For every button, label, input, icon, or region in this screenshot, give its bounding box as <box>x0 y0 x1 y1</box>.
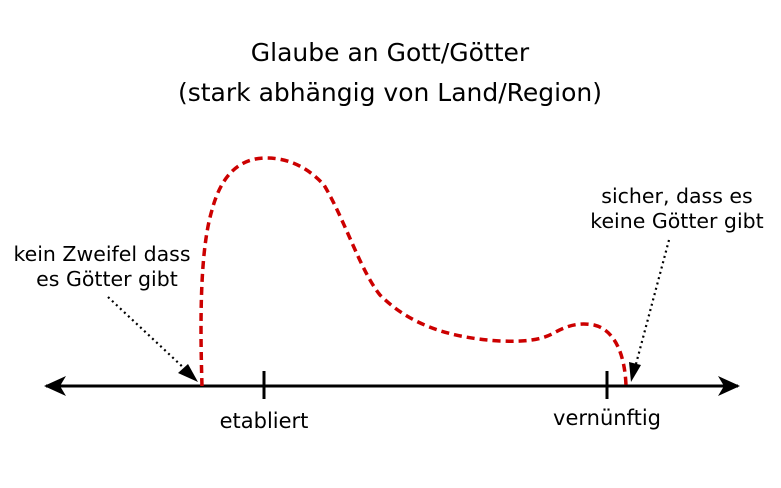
annotation-right-arrowhead-icon <box>629 362 641 382</box>
annotation-right-pointer <box>634 239 671 365</box>
tick-label-etabliert: etabliert <box>220 409 309 433</box>
annotation-left-line-1: kein Zweifel dass <box>13 242 190 266</box>
axis-arrow-left-icon <box>44 376 66 396</box>
belief-distribution-curve <box>199 156 628 387</box>
annotation-right-line-1: sicher, dass es <box>601 184 752 208</box>
annotation-left-arrowhead-icon <box>178 364 198 382</box>
annotation-left-pointer <box>107 296 187 371</box>
axis-arrow-right-icon <box>718 376 740 396</box>
title-line-1: Glaube an Gott/Götter <box>251 38 530 67</box>
annotation-right-line-2: keine Götter gibt <box>590 209 763 233</box>
title-line-2: (stark abhängig von Land/Region) <box>178 78 602 107</box>
annotation-left-line-2: es Götter gibt <box>36 267 178 291</box>
tick-label-vernuenftig: vernünftig <box>553 406 661 430</box>
